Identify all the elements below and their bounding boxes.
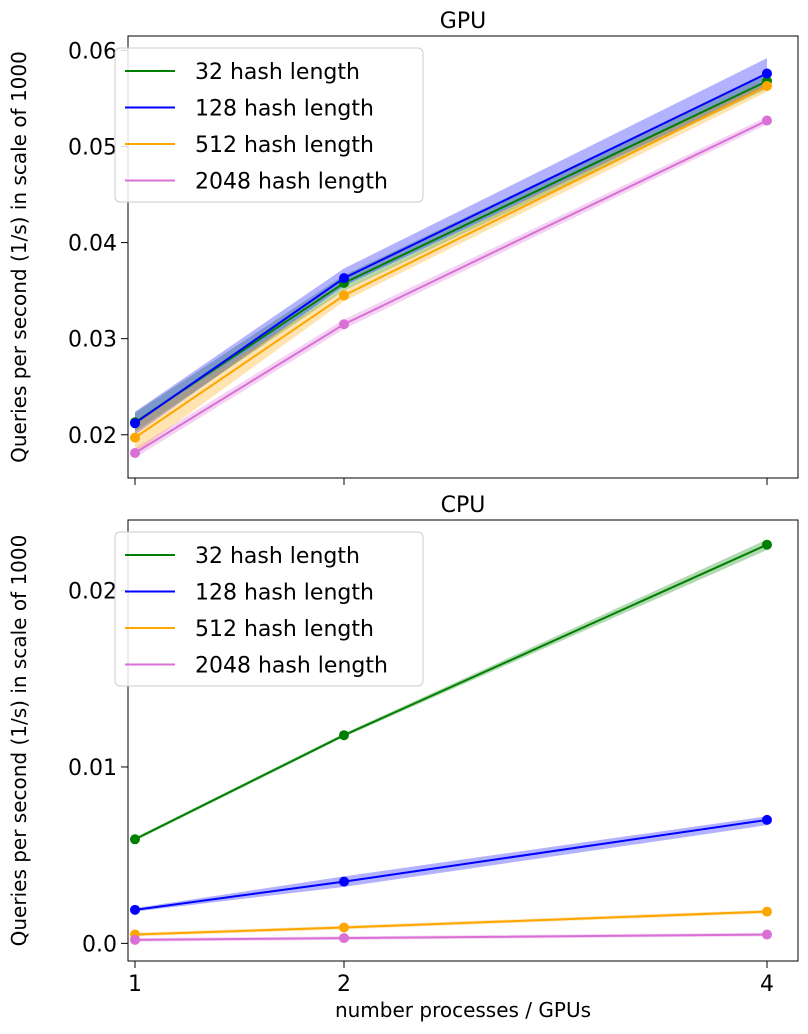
y-tick-label: 0.04 [68, 232, 117, 257]
plot-frame [127, 519, 799, 962]
y-tick-label: 0.0 [82, 932, 117, 957]
data-point [762, 68, 772, 79]
legend: 32 hash length 128 hash length 512 hash le… [114, 531, 424, 687]
y-tick-label: 0.05 [68, 136, 117, 161]
data-point [339, 273, 349, 284]
y-tick-label: 0.02 [68, 580, 117, 605]
data-point [762, 115, 772, 126]
data-point [339, 290, 349, 301]
data-point [339, 876, 349, 887]
y-tick-label: 0.03 [68, 328, 117, 353]
data-point [762, 539, 772, 550]
series-band-1 [135, 58, 767, 435]
data-point [762, 814, 772, 825]
data-point [762, 906, 772, 917]
data-point [130, 904, 140, 915]
legend-label: 128 hash length [195, 97, 374, 122]
legend-label: 128 hash length [195, 581, 374, 606]
data-point [762, 80, 772, 91]
y-tick-label: 0.06 [68, 39, 117, 64]
legend-label: 32 hash length [195, 544, 360, 569]
data-point [339, 922, 349, 933]
x-tick-label: 4 [760, 972, 774, 997]
series-line-3 [134, 933, 768, 941]
data-point [130, 418, 140, 429]
y-axis-label: Queries per second (1/s) in scale of 100… [7, 51, 31, 463]
series-band-0 [135, 73, 767, 432]
data-point [339, 933, 349, 944]
data-point [130, 934, 140, 945]
legend-label: 512 hash length [195, 617, 374, 642]
chart-panel-gpu: GPU Queries per second (1/s) in scale of … [7, 9, 799, 485]
x-axis-label: number processes / GPUs [335, 998, 591, 1022]
legend-label: 32 hash length [195, 60, 360, 85]
legend-label: 512 hash length [195, 133, 374, 158]
legend-box [114, 531, 424, 687]
y-axis-label: Queries per second (1/s) in scale of 100… [7, 535, 31, 947]
legend: 32 hash length 128 hash length 512 hash le… [114, 47, 424, 203]
y-tick-label: 0.02 [68, 424, 117, 449]
legend-box [114, 47, 424, 203]
y-tick-label: 0.01 [68, 756, 117, 781]
data-point [339, 730, 349, 741]
x-tick-label: 1 [128, 972, 142, 997]
chart-title: GPU [440, 9, 486, 34]
data-point [762, 929, 772, 940]
chart-title: CPU [441, 493, 486, 518]
chart-panel-cpu: CPU Queries per second (1/s) in scale of … [7, 493, 799, 1022]
data-point [339, 319, 349, 330]
x-tick-label: 2 [337, 972, 351, 997]
data-point [130, 448, 140, 459]
data-point [130, 432, 140, 443]
data-point [130, 834, 140, 845]
plot-frame [127, 35, 799, 479]
legend-label: 2048 hash length [195, 170, 388, 195]
legend-label: 2048 hash length [195, 654, 388, 679]
series-line-2 [134, 910, 768, 936]
